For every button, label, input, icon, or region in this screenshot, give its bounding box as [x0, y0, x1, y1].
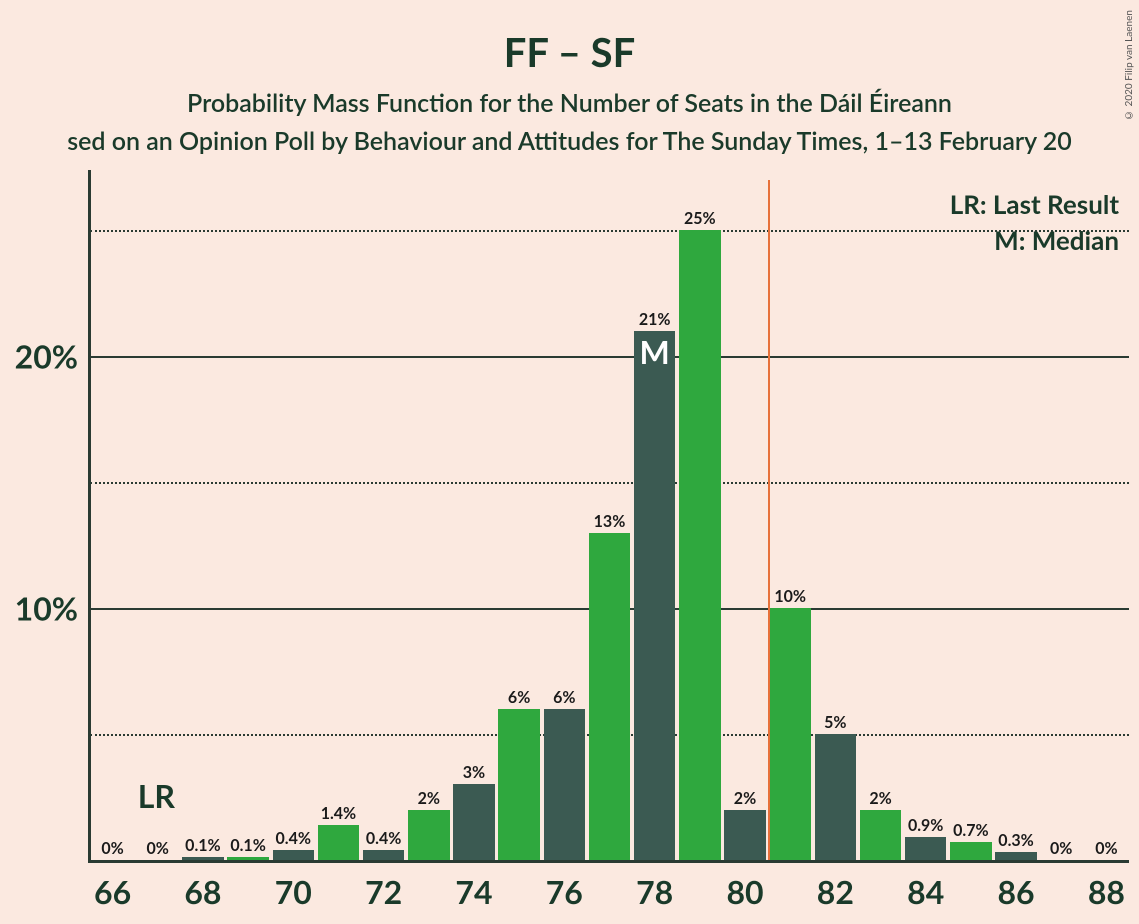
x-tick-label: 66	[94, 860, 131, 911]
x-tick-label: 82	[817, 860, 854, 911]
y-tick-label: 10%	[15, 589, 90, 628]
bar-value-label: 0%	[101, 839, 123, 860]
bar-value-label: 6%	[553, 688, 575, 709]
x-tick-label: 88	[1088, 860, 1125, 911]
bar: 21%	[634, 331, 676, 860]
bar-value-label: 0.4%	[276, 829, 311, 850]
bar-value-label: 0.4%	[366, 829, 401, 850]
chart-plot-area: 10%20%0%0%0.1%0.1%0.4%1.4%0.4%2%3%6%6%13…	[90, 180, 1129, 860]
bar: 0.9%	[905, 837, 947, 860]
bar: 6%	[544, 709, 586, 860]
gridline-minor	[90, 230, 1129, 232]
legend-median: M: Median	[994, 224, 1119, 256]
x-tick-label: 86	[998, 860, 1035, 911]
bar-value-label: 2%	[418, 789, 440, 810]
bar: 13%	[589, 533, 631, 860]
bar-value-label: 0.7%	[953, 821, 988, 842]
last-result-label: LR	[138, 776, 175, 815]
y-tick-label: 20%	[15, 337, 90, 376]
bar-value-label: 10%	[774, 587, 806, 608]
bar-value-label: 21%	[639, 310, 671, 331]
bar-value-label: 0%	[1050, 839, 1072, 860]
bar-value-label: 0.9%	[908, 816, 943, 837]
bar-value-label: 2%	[734, 789, 756, 810]
gridline-major	[90, 356, 1129, 358]
chart-subtitle-1: Probability Mass Function for the Number…	[0, 88, 1139, 118]
bar-value-label: 25%	[684, 209, 716, 230]
x-tick-label: 80	[726, 860, 763, 911]
bar: 0.7%	[950, 842, 992, 860]
bar: 2%	[408, 810, 450, 860]
bar-value-label: 13%	[594, 512, 626, 533]
chart-title: FF – SF	[0, 0, 1139, 76]
bar: 25%	[679, 230, 721, 860]
majority-line	[768, 180, 770, 860]
bar-value-label: 6%	[508, 688, 530, 709]
x-tick-label: 78	[636, 860, 673, 911]
legend-last-result: LR: Last Result	[950, 188, 1119, 220]
x-tick-label: 76	[546, 860, 583, 911]
bar: 1.4%	[318, 825, 360, 860]
x-tick-label: 72	[365, 860, 402, 911]
median-label: M	[640, 332, 670, 371]
bar: 0.4%	[363, 850, 405, 860]
bar: 5%	[815, 734, 857, 860]
x-axis	[88, 860, 1129, 863]
bar: 0.4%	[273, 850, 315, 860]
bar-value-label: 0.3%	[998, 831, 1033, 852]
bar: 0.3%	[995, 852, 1037, 860]
copyright-text: © 2020 Filip van Laenen	[1123, 10, 1135, 121]
bar: 0.1%	[227, 857, 269, 860]
bar-value-label: 5%	[824, 713, 846, 734]
y-axis	[88, 170, 91, 860]
x-tick-label: 70	[275, 860, 312, 911]
x-tick-label: 84	[907, 860, 944, 911]
bar: 2%	[860, 810, 902, 860]
gridline-minor	[90, 482, 1129, 484]
x-tick-label: 74	[455, 860, 492, 911]
bar: 10%	[769, 608, 811, 860]
chart-subtitle-2: sed on an Opinion Poll by Behaviour and …	[0, 126, 1139, 156]
bar-value-label: 2%	[869, 789, 891, 810]
bar-value-label: 3%	[463, 763, 485, 784]
bar-value-label: 0%	[1095, 839, 1117, 860]
x-tick-label: 68	[184, 860, 221, 911]
bar-value-label: 0.1%	[230, 836, 265, 857]
bar: 2%	[724, 810, 766, 860]
bar-value-label: 0.1%	[185, 836, 220, 857]
bar: 6%	[498, 709, 540, 860]
bar: 3%	[453, 784, 495, 860]
bar-value-label: 0%	[147, 839, 169, 860]
bar-value-label: 1.4%	[321, 804, 356, 825]
